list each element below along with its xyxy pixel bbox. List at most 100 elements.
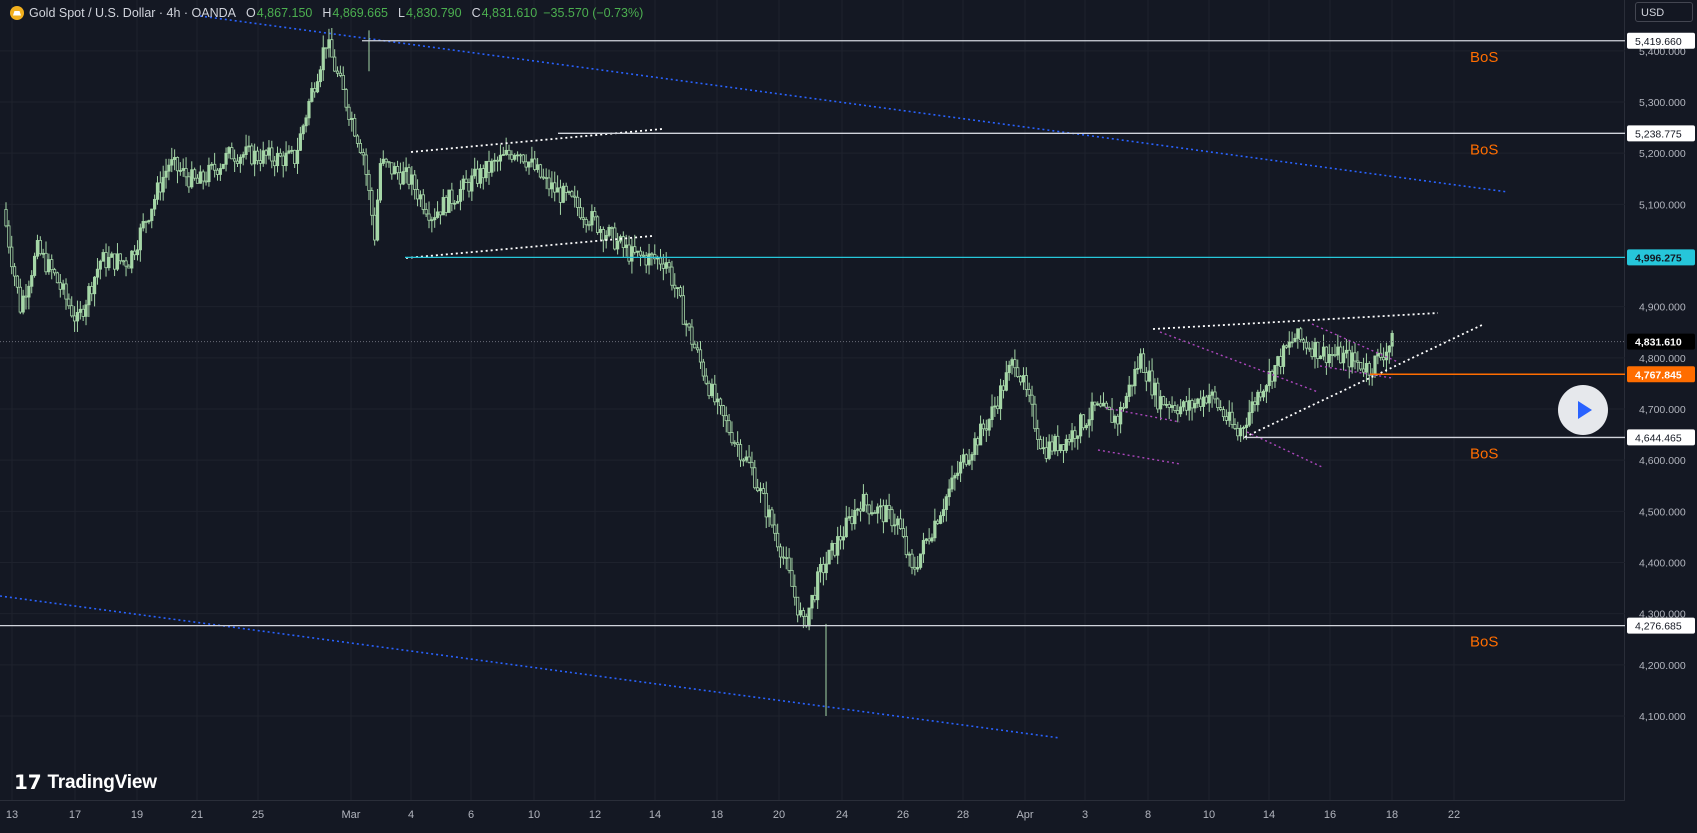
candle-down xyxy=(518,154,523,157)
candle-up xyxy=(164,170,168,178)
chart-pane[interactable]: BoS BoS BoS BoS xyxy=(0,0,1625,800)
candle-down xyxy=(693,343,697,349)
candle-up xyxy=(1087,419,1091,426)
candle-down xyxy=(750,461,754,469)
candle-down xyxy=(627,244,631,262)
symbol-title[interactable]: Gold Spot / U.S. Dollar · 4h · OANDA xyxy=(29,6,237,20)
candle-up xyxy=(310,88,314,102)
candle-down xyxy=(747,456,751,463)
time-tick-label: 13 xyxy=(6,809,18,821)
candle-down xyxy=(587,224,591,227)
candle-up xyxy=(827,549,831,565)
price-scale[interactable]: 5,400.000 5,300.000 5,200.000 5,100.000 4,90… xyxy=(1625,0,1697,827)
candle-down xyxy=(661,263,665,269)
candle-up xyxy=(856,508,860,511)
candle-up xyxy=(918,553,923,568)
candle-down xyxy=(850,516,854,525)
candle-down xyxy=(801,610,805,617)
candle-up xyxy=(78,308,82,313)
time-tick-label: 24 xyxy=(836,809,848,821)
candle-up xyxy=(92,276,97,295)
candle-down xyxy=(7,225,11,248)
price-level-tag-text: 5,238.775 xyxy=(1635,128,1682,140)
candle-down xyxy=(341,75,345,90)
candle-up xyxy=(30,275,34,287)
candle-down xyxy=(701,361,705,377)
candle-up xyxy=(224,152,228,165)
price-scale-labels: 5,400.000 5,300.000 5,200.000 5,100.000 4,90… xyxy=(1627,32,1695,723)
candle-up xyxy=(987,419,991,431)
candle-up xyxy=(758,488,763,492)
candle-down xyxy=(1099,403,1103,407)
candle-up xyxy=(418,194,423,200)
candle-down xyxy=(258,160,262,164)
candle-up xyxy=(647,253,651,266)
candle-down xyxy=(790,570,794,587)
candle-down xyxy=(644,255,648,266)
candle-down xyxy=(1150,370,1154,396)
candle-down xyxy=(255,150,260,162)
candle-down xyxy=(213,163,217,171)
candle-down xyxy=(653,254,657,260)
candle-down xyxy=(1110,409,1114,423)
candle-down xyxy=(1039,439,1043,450)
time-scale[interactable]: 13 17 19 21 25 Mar 4 6 10 12 14 18 20 24 26 28 Apr 3 8 10 14… xyxy=(0,800,1625,827)
candle-down xyxy=(887,505,891,510)
candle-up xyxy=(716,398,720,403)
candle-down xyxy=(898,518,903,529)
candle-up xyxy=(1004,372,1008,391)
price-chart[interactable]: BoS BoS BoS BoS xyxy=(0,0,1625,800)
close-value: 4,831.610 xyxy=(481,6,538,20)
tradingview-logo[interactable]: 𝟭𝟳 TradingView xyxy=(14,770,157,795)
price-tick-label: 4,500.000 xyxy=(1639,506,1686,518)
candle-up xyxy=(290,149,294,152)
time-tick-label: Mar xyxy=(342,809,361,821)
candle-down xyxy=(1104,402,1108,408)
candle-up xyxy=(1133,368,1137,387)
candle-down xyxy=(12,266,17,277)
candle-down xyxy=(718,398,723,407)
candle-up xyxy=(1336,346,1340,356)
candle-down xyxy=(741,459,745,462)
candle-down xyxy=(158,182,162,193)
symbol-legend[interactable]: Gold Spot / U.S. Dollar · 4h · OANDA O 4,… xyxy=(10,4,643,22)
candle-down xyxy=(15,275,20,288)
candle-down xyxy=(1219,407,1223,410)
currency-selector[interactable]: USD xyxy=(1635,2,1693,22)
candlestick-series xyxy=(4,27,1394,716)
candle-up xyxy=(170,159,174,166)
candle-up xyxy=(967,459,971,465)
candle-up xyxy=(1119,406,1123,425)
candle-down xyxy=(981,423,986,430)
candle-down xyxy=(678,287,683,297)
candle-up xyxy=(227,147,231,154)
time-tick-label: 12 xyxy=(589,809,601,821)
candle-up xyxy=(907,553,911,556)
candle-up xyxy=(1327,354,1331,364)
candle-up xyxy=(107,256,111,269)
candle-up xyxy=(378,163,383,201)
candle-up xyxy=(744,456,748,461)
channel-lower-line xyxy=(1246,431,1323,468)
time-tick-label: 22 xyxy=(1448,809,1460,821)
candle-down xyxy=(738,444,743,461)
candle-down xyxy=(413,174,417,190)
candle-down xyxy=(278,152,282,157)
candle-down xyxy=(395,166,400,174)
candle-down xyxy=(361,152,365,156)
candle-down xyxy=(1367,363,1371,376)
candle-down xyxy=(547,177,551,190)
price-tick-label: 4,200.000 xyxy=(1639,660,1686,672)
drawn-patterns xyxy=(405,128,1483,468)
replay-play-button[interactable] xyxy=(1558,385,1608,435)
candle-up xyxy=(261,150,265,164)
time-tick-label: 4 xyxy=(408,809,414,821)
candle-down xyxy=(113,253,117,270)
candle-down xyxy=(1156,382,1160,410)
candle-down xyxy=(450,189,454,204)
candle-up xyxy=(1290,341,1294,344)
change-value: −35.570 (−0.73%) xyxy=(543,6,644,20)
gold-symbol-icon xyxy=(10,6,24,20)
candle-down xyxy=(1361,368,1366,373)
candle-up xyxy=(973,438,977,455)
